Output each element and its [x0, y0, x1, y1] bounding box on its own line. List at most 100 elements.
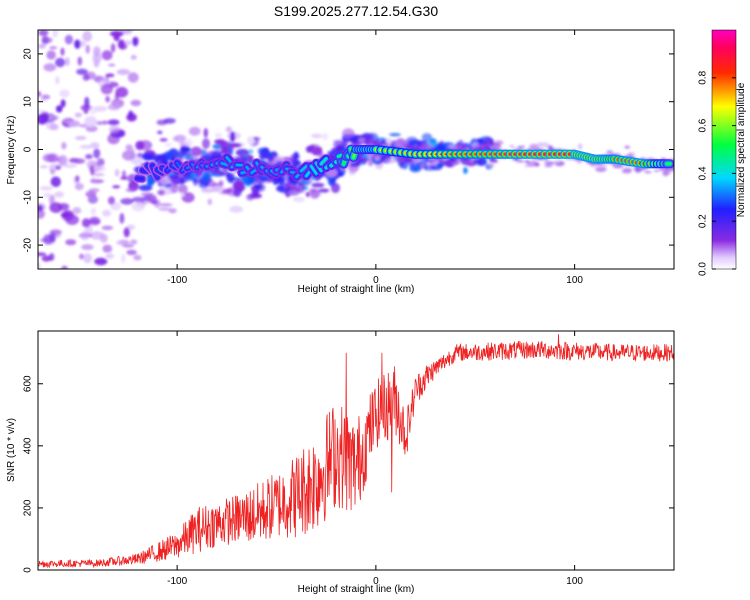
spectrogram-cell: [80, 104, 92, 111]
spectrogram-cell: [135, 140, 145, 151]
spectrogram-cell: [509, 144, 515, 148]
spectrogram-cell: [119, 239, 130, 244]
spectrogram-cell: [65, 239, 77, 246]
spectrogram-cell: [389, 142, 402, 145]
spectrogram-cell: [119, 212, 125, 224]
spectrogram-cell: [151, 196, 157, 204]
spectrogram-cell: [128, 110, 134, 120]
spectrogram-cell: [125, 144, 133, 151]
spectrogram-cell: [229, 205, 244, 213]
spectrogram-cell: [293, 151, 299, 159]
spectrogram-cell: [484, 164, 494, 167]
spectrogram-cell: [449, 145, 458, 150]
spectrogram-cell: [635, 169, 642, 173]
spectrogram-cell: [624, 145, 631, 149]
spectrogram-cell: [92, 173, 105, 177]
spectrogram-cell: [405, 136, 419, 147]
spectrogram-cell: [389, 133, 401, 137]
spectrogram-cell: [138, 184, 153, 191]
snr-frame: [37, 330, 675, 571]
spectrogram-cell: [141, 153, 150, 160]
spectrogram-cell: [131, 202, 145, 212]
spectrogram-ridge-segment: [320, 157, 328, 165]
spectrogram-cell: [200, 188, 215, 193]
snr-y-tick-label: 400: [23, 437, 34, 454]
spectrogram-cell: [517, 145, 526, 149]
spectrogram-cell: [176, 150, 184, 160]
spectrogram-cell: [50, 176, 61, 188]
spectrogram-cell: [203, 128, 208, 138]
spectrogram-cell: [75, 175, 80, 183]
spectrogram-cell: [534, 162, 540, 167]
spectrogram-cell: [59, 89, 70, 98]
spectrogram-cell: [612, 164, 624, 169]
spectrogram-cell: [85, 154, 93, 160]
spectrogram-cell: [64, 34, 73, 45]
spectrogram-cell: [101, 120, 108, 125]
spectrogram-cell: [61, 265, 68, 269]
spectrogram-cell: [133, 254, 142, 261]
colorbar-frame: [711, 29, 737, 270]
spectrogram-cell: [58, 203, 70, 211]
spectrogram-cell: [368, 139, 374, 143]
spectrogram-ridge: [132, 144, 674, 184]
spectrogram-cell: [52, 30, 58, 38]
spectrogram-cell: [180, 192, 185, 197]
spectrogram-cell: [529, 143, 539, 149]
spectrogram-cell: [188, 126, 201, 136]
spectrogram-cell: [90, 207, 97, 216]
colorbar-tick-label: 0.6: [698, 118, 709, 132]
spectrogram-cell: [40, 165, 48, 169]
spectrogram-cell: [80, 231, 90, 241]
spectrogram-cell: [321, 132, 329, 141]
spectrogram-cell: [107, 103, 121, 111]
spectrogram-x-tick-label: 100: [566, 275, 583, 286]
spectrogram-cell: [290, 187, 301, 192]
spectrogram-cell: [193, 178, 198, 186]
spectrogram-cell: [108, 125, 121, 134]
spectrogram-cell: [127, 72, 139, 83]
spectrogram-cell: [46, 50, 56, 60]
snr-x-tick-label: -100: [167, 576, 187, 587]
spectrogram-cell: [157, 130, 163, 135]
spectrogram-cell: [58, 155, 68, 166]
snr-panel: -100 0 100 0 200 400 600 Height of straight l…: [6, 330, 675, 595]
spectrogram-cell: [38, 30, 49, 36]
spectrogram-cell: [292, 196, 305, 203]
snr-y-tick-label: 200: [23, 499, 34, 516]
spectrogram-cell: [63, 163, 78, 168]
spectrogram-cell: [222, 188, 233, 194]
spectrogram-cell: [93, 58, 100, 68]
spectrogram-x-ticks: -100 0 100: [167, 30, 583, 286]
spectrogram-cell: [228, 142, 242, 148]
chart-title: S199.2025.277.12.54.G30: [274, 3, 438, 19]
spectrogram-cell: [157, 189, 166, 196]
snr-y-tick-label: 0: [23, 567, 34, 573]
spectrogram-cell: [130, 54, 137, 60]
snr-y-label: SNR (10 * v/v): [6, 418, 17, 482]
spectrogram-y-tick-label: 20: [23, 48, 34, 60]
spectrogram-cell: [55, 76, 60, 85]
spectrogram-cell: [101, 225, 114, 231]
spectrogram-cell: [516, 160, 525, 163]
spectrogram-cell: [38, 113, 49, 125]
spectrogram-cell: [200, 173, 210, 183]
spectrogram-cell: [43, 192, 52, 198]
spectrogram-cell: [248, 149, 254, 155]
spectrogram-cell: [255, 183, 266, 192]
spectrogram-cell: [40, 98, 47, 102]
spectrogram-cell: [484, 137, 493, 149]
spectrogram-cell: [158, 207, 171, 212]
spectrogram-cell: [55, 57, 66, 68]
spectrogram-cell: [105, 253, 115, 259]
spectrogram-cell: [311, 146, 323, 156]
spectrogram-cell: [163, 118, 176, 124]
spectrogram-cell: [51, 115, 59, 121]
spectrogram-cell: [120, 198, 134, 205]
spectrogram-cell: [644, 171, 652, 174]
spectrogram-cell: [60, 99, 66, 108]
spectrogram-cell: [318, 188, 330, 193]
spectrogram-cell: [225, 126, 232, 133]
